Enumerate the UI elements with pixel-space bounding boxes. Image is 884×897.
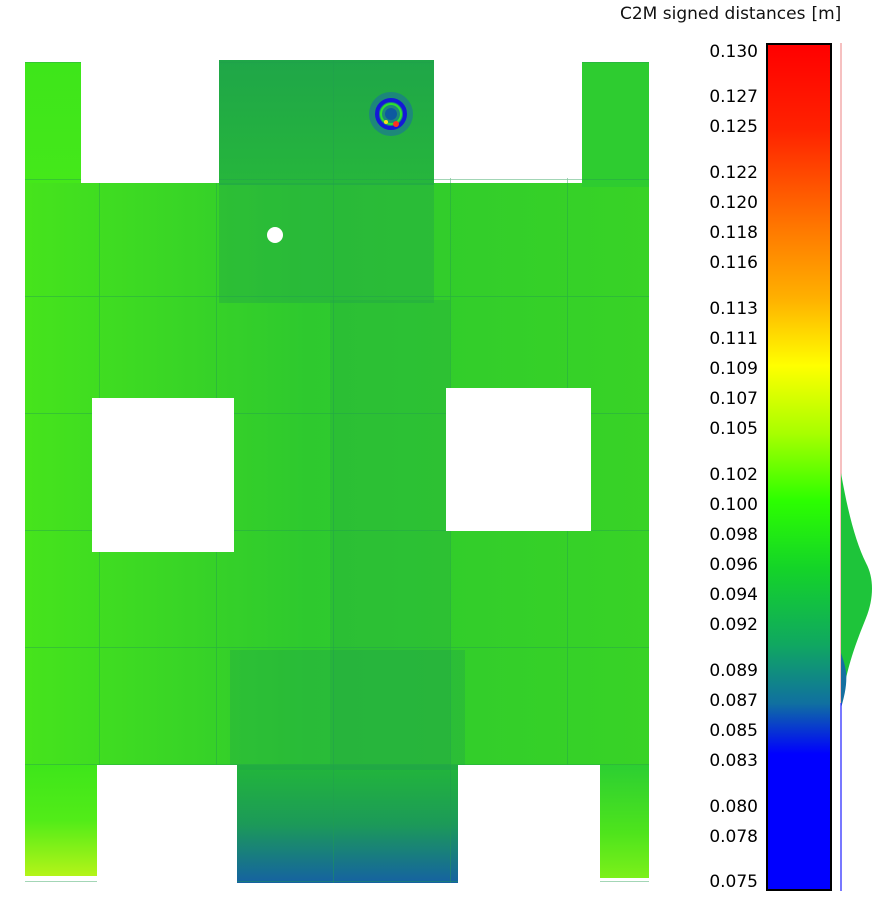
scale-tick-label: 0.127 (709, 87, 758, 108)
cloud-ring-anomaly (369, 92, 413, 136)
point-cloud-view (25, 60, 649, 883)
scale-tick-label: 0.089 (709, 660, 758, 681)
scale-tick-label: 0.100 (709, 494, 758, 515)
scale-tick-label: 0.116 (709, 253, 758, 274)
scale-tick-label: 0.120 (709, 192, 758, 213)
scale-tick-label: 0.094 (709, 585, 758, 606)
scale-tick-label: 0.078 (709, 826, 758, 847)
cloud-hole-left (92, 398, 234, 552)
scale-title: C2M signed distances [m] (620, 4, 841, 24)
scale-tick-label: 0.096 (709, 555, 758, 576)
scale-tick-label: 0.125 (709, 117, 758, 138)
distance-histogram (840, 43, 872, 891)
scale-tick-label: 0.080 (709, 796, 758, 817)
scale-tick-label: 0.130 (709, 42, 758, 62)
scale-unit: [m] (811, 4, 842, 24)
scale-tick-label: 0.113 (709, 298, 758, 319)
scale-tick-label: 0.118 (709, 223, 758, 244)
scale-tick-label: 0.098 (709, 524, 758, 545)
scale-tick-label: 0.102 (709, 464, 758, 485)
cloud-hole-right (446, 388, 591, 531)
scale-tick-label: 0.092 (709, 615, 758, 636)
color-scale-bar (766, 43, 832, 891)
scale-title-text: C2M signed distances (620, 4, 806, 24)
scale-tick-label: 0.087 (709, 690, 758, 711)
cloud-small-hole (267, 227, 283, 243)
scale-tick-label: 0.109 (709, 358, 758, 379)
scale-tick-label: 0.105 (709, 419, 758, 440)
scale-tick-label: 0.085 (709, 721, 758, 742)
scale-tick-label: 0.075 (709, 872, 758, 892)
scale-tick-label: 0.107 (709, 389, 758, 410)
scale-tick-label: 0.083 (709, 751, 758, 772)
scale-tick-label: 0.111 (709, 328, 758, 349)
scale-tick-label: 0.122 (709, 162, 758, 183)
